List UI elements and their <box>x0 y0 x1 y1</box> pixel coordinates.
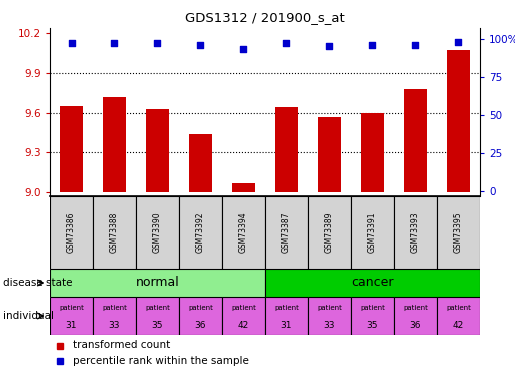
Text: 36: 36 <box>195 321 206 330</box>
Bar <box>50 196 93 269</box>
Bar <box>136 196 179 269</box>
Bar <box>188 134 212 192</box>
Text: patient: patient <box>188 304 213 310</box>
Text: GSM73395: GSM73395 <box>454 212 463 254</box>
Point <box>454 39 462 45</box>
Text: 33: 33 <box>109 321 120 330</box>
Bar <box>447 51 470 192</box>
Point <box>411 42 420 48</box>
Text: patient: patient <box>317 304 342 310</box>
Bar <box>93 196 136 269</box>
Text: 42: 42 <box>238 321 249 330</box>
Point <box>153 40 162 46</box>
Text: patient: patient <box>403 304 428 310</box>
Text: cancer: cancer <box>351 276 394 290</box>
Bar <box>222 196 265 269</box>
Text: 42: 42 <box>453 321 464 330</box>
Bar <box>265 196 308 269</box>
Text: GSM73391: GSM73391 <box>368 212 377 253</box>
Text: 36: 36 <box>410 321 421 330</box>
Bar <box>265 297 308 335</box>
Bar <box>394 297 437 335</box>
Text: percentile rank within the sample: percentile rank within the sample <box>73 356 249 366</box>
Text: patient: patient <box>102 304 127 310</box>
Text: patient: patient <box>360 304 385 310</box>
Bar <box>265 269 480 297</box>
Text: GSM73393: GSM73393 <box>411 212 420 254</box>
Bar <box>351 196 394 269</box>
Text: GSM73388: GSM73388 <box>110 212 119 253</box>
Text: transformed count: transformed count <box>73 340 170 351</box>
Bar <box>102 97 126 192</box>
Text: GSM73390: GSM73390 <box>153 212 162 254</box>
Point <box>196 42 204 48</box>
Bar <box>179 297 222 335</box>
Bar <box>222 297 265 335</box>
Point <box>368 42 376 48</box>
Text: GSM73386: GSM73386 <box>67 212 76 253</box>
Text: patient: patient <box>145 304 170 310</box>
Text: patient: patient <box>59 304 84 310</box>
Point <box>239 46 248 53</box>
Point <box>67 40 76 46</box>
Text: GSM73389: GSM73389 <box>325 212 334 253</box>
Text: 33: 33 <box>324 321 335 330</box>
Text: disease state: disease state <box>3 278 72 288</box>
Bar <box>146 109 169 192</box>
Bar <box>232 183 255 192</box>
Text: 35: 35 <box>152 321 163 330</box>
Bar <box>50 269 265 297</box>
Text: normal: normal <box>135 276 179 290</box>
Bar <box>437 196 480 269</box>
Text: individual: individual <box>3 311 54 321</box>
Text: patient: patient <box>231 304 256 310</box>
Text: 31: 31 <box>66 321 77 330</box>
Bar <box>404 89 427 192</box>
Bar <box>179 196 222 269</box>
Bar <box>437 297 480 335</box>
Text: 35: 35 <box>367 321 378 330</box>
Bar <box>93 297 136 335</box>
Title: GDS1312 / 201900_s_at: GDS1312 / 201900_s_at <box>185 11 345 24</box>
Text: GSM73394: GSM73394 <box>239 212 248 254</box>
Bar <box>318 117 341 192</box>
Text: GSM73392: GSM73392 <box>196 212 205 253</box>
Bar <box>136 297 179 335</box>
Bar <box>360 112 384 192</box>
Text: GSM73387: GSM73387 <box>282 212 291 253</box>
Point <box>282 40 290 46</box>
Bar <box>50 297 93 335</box>
Bar <box>60 106 83 192</box>
Bar <box>308 196 351 269</box>
Point <box>110 40 118 46</box>
Point <box>325 44 334 50</box>
Bar <box>274 107 298 192</box>
Bar <box>351 297 394 335</box>
Bar <box>308 297 351 335</box>
Text: patient: patient <box>446 304 471 310</box>
Text: patient: patient <box>274 304 299 310</box>
Text: 31: 31 <box>281 321 292 330</box>
Bar <box>394 196 437 269</box>
